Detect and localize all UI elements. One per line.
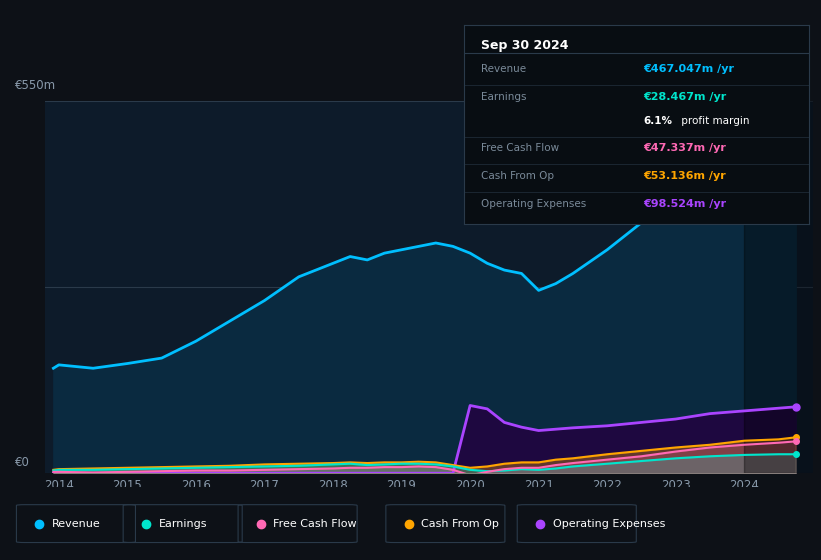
- Text: €0: €0: [15, 456, 30, 469]
- Text: €98.524m /yr: €98.524m /yr: [643, 199, 727, 209]
- Text: Earnings: Earnings: [158, 519, 207, 529]
- Text: Revenue: Revenue: [52, 519, 100, 529]
- Bar: [745, 101, 821, 473]
- Text: Operating Expenses: Operating Expenses: [481, 199, 586, 209]
- Text: Revenue: Revenue: [481, 64, 526, 74]
- Text: Cash From Op: Cash From Op: [421, 519, 499, 529]
- Text: Earnings: Earnings: [481, 92, 526, 102]
- Text: €53.136m /yr: €53.136m /yr: [643, 171, 726, 181]
- Text: €47.337m /yr: €47.337m /yr: [643, 143, 726, 153]
- Text: Free Cash Flow: Free Cash Flow: [273, 519, 357, 529]
- Text: Operating Expenses: Operating Expenses: [553, 519, 665, 529]
- Text: Cash From Op: Cash From Op: [481, 171, 554, 181]
- Text: €28.467m /yr: €28.467m /yr: [643, 92, 727, 102]
- Text: profit margin: profit margin: [677, 115, 749, 125]
- Text: €467.047m /yr: €467.047m /yr: [643, 64, 734, 74]
- Text: €550m: €550m: [15, 80, 56, 92]
- Text: Sep 30 2024: Sep 30 2024: [481, 39, 569, 52]
- Text: Free Cash Flow: Free Cash Flow: [481, 143, 559, 153]
- Text: 6.1%: 6.1%: [643, 115, 672, 125]
